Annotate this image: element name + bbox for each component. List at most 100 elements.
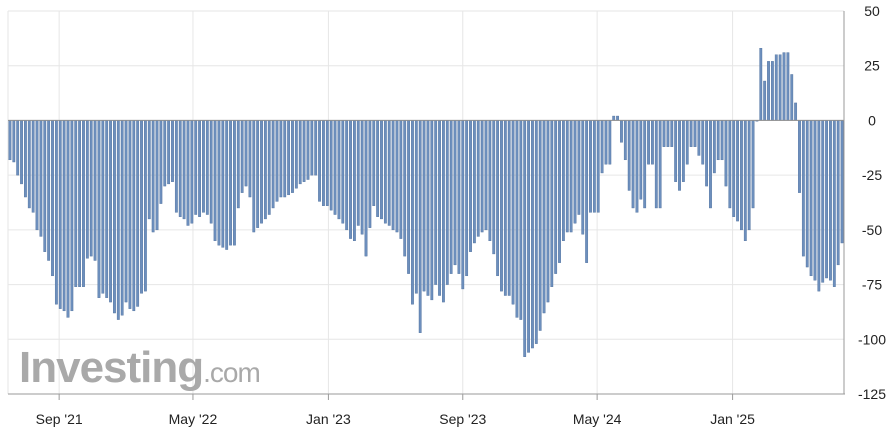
x-axis-ticks: Sep '21 May '22 Jan '23 Sep '23 May '24 Jan '… [36,411,756,427]
bar [716,120,720,161]
bar [728,120,732,209]
bar [573,120,577,224]
bar [623,120,627,161]
bar [182,120,186,220]
bar [565,120,569,233]
bar [12,120,16,163]
bar [360,120,364,235]
bar [356,120,360,226]
bar [507,120,511,296]
bar [209,120,213,224]
y-tick-label: -125 [858,386,886,402]
bar [546,120,550,303]
y-tick-label: 25 [864,58,880,74]
bar [302,120,306,182]
logo-brand-text: Investing [19,343,203,392]
y-tick-label: -75 [862,277,882,293]
bar [310,120,314,176]
bar [113,120,116,314]
bar [534,120,538,344]
bar [662,120,666,147]
bar [558,120,561,263]
bar [418,120,422,333]
bar [233,120,236,246]
bar [538,120,542,331]
bar [511,120,515,305]
bar [151,120,155,233]
y-axis-ticks: 50 25 0 -25 -50 -75 -100 -125 [858,3,886,402]
bar [74,120,78,287]
bar [147,120,151,220]
bar [24,120,27,198]
bar [523,120,527,357]
bar [89,120,93,257]
bar [163,120,167,187]
bar [51,120,54,277]
bar [774,54,778,121]
bar [778,54,782,121]
bar [596,120,600,213]
bar [840,120,844,244]
bar [782,52,786,121]
bar [825,120,828,279]
bar [639,120,643,200]
bar [763,80,767,121]
bar [654,120,658,209]
bar [798,120,801,193]
bar [643,120,647,209]
y-tick-label: 0 [868,112,876,128]
bar [674,120,678,182]
bar [294,120,298,189]
bar [476,120,480,237]
bar [472,120,476,244]
bar [724,120,728,187]
x-tick-label: Jan '23 [306,411,351,427]
bar [252,120,256,233]
bar [337,120,341,220]
bar [120,120,124,316]
bar [229,120,232,246]
bar [93,120,97,261]
bar [550,120,554,287]
svg-text:Investing.com: Investing.com [19,343,260,392]
bar [159,120,163,204]
bar [616,115,619,121]
bar [178,120,182,217]
bar [589,120,592,213]
bar [442,120,445,303]
bar [720,120,724,161]
bar [213,120,217,242]
bar [124,120,128,303]
bar [492,120,496,255]
bar [480,120,484,233]
bar [349,120,352,239]
bar [414,120,418,294]
bar [554,120,558,274]
bar [298,120,302,185]
bar [364,120,368,257]
bar [457,120,461,274]
bar [562,120,565,242]
bar [767,61,770,121]
bar [155,120,159,231]
bar [368,120,372,228]
bar [314,120,318,176]
bar [712,120,716,174]
bar [101,120,105,294]
bar [376,120,380,217]
bar [62,120,66,312]
bar [190,120,194,224]
bar [426,120,430,296]
bar [325,120,329,206]
bar [167,120,171,185]
bar [751,120,755,209]
bar [740,120,743,231]
bar [54,120,58,305]
bar [469,120,472,252]
bar [271,120,275,209]
bar [8,120,12,161]
bar [832,120,836,287]
bar [430,120,434,301]
bar [82,120,85,287]
bar [240,120,244,193]
